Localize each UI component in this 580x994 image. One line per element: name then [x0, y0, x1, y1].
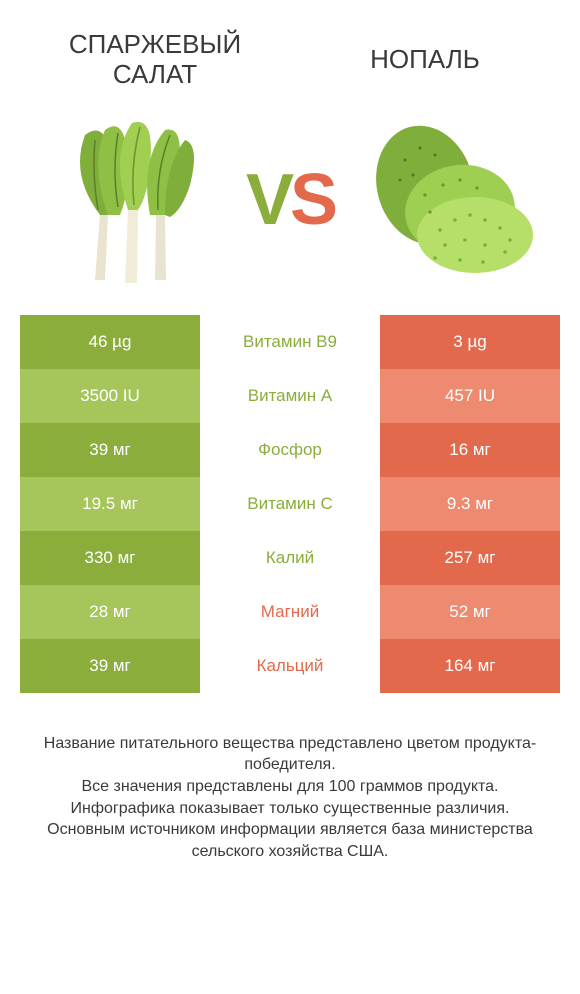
header: СПАРЖЕВЫЙ САЛАТ НОПАЛЬ — [0, 0, 580, 100]
table-row: 28 мг Магний 52 мг — [20, 585, 560, 639]
table-row: 3500 IU Витамин A 457 IU — [20, 369, 560, 423]
cell-left: 39 мг — [20, 639, 200, 693]
footer-text: Название питательного вещества представл… — [0, 693, 580, 863]
cell-mid: Фосфор — [200, 423, 380, 477]
cell-left: 46 µg — [20, 315, 200, 369]
footer-line: Название питательного вещества представл… — [30, 733, 550, 776]
table-row: 46 µg Витамин B9 3 µg — [20, 315, 560, 369]
table-row: 19.5 мг Витамин C 9.3 мг — [20, 477, 560, 531]
lettuce-image — [40, 110, 220, 290]
cell-right: 457 IU — [380, 369, 560, 423]
cell-left: 28 мг — [20, 585, 200, 639]
nutrition-table: 46 µg Витамин B9 3 µg 3500 IU Витамин A … — [20, 315, 560, 693]
cell-left: 39 мг — [20, 423, 200, 477]
cell-right: 9.3 мг — [380, 477, 560, 531]
cell-mid: Калий — [200, 531, 380, 585]
table-row: 330 мг Калий 257 мг — [20, 531, 560, 585]
cell-mid: Витамин B9 — [200, 315, 380, 369]
cell-mid: Магний — [200, 585, 380, 639]
footer-line: Основным источником информации является … — [30, 819, 550, 862]
cell-left: 19.5 мг — [20, 477, 200, 531]
cell-right: 52 мг — [380, 585, 560, 639]
table-row: 39 мг Фосфор 16 мг — [20, 423, 560, 477]
cell-mid: Витамин C — [200, 477, 380, 531]
cell-mid: Витамин A — [200, 369, 380, 423]
cell-mid: Кальций — [200, 639, 380, 693]
cell-left: 3500 IU — [20, 369, 200, 423]
footer-line: Все значения представлены для 100 граммо… — [30, 776, 550, 798]
table-row: 39 мг Кальций 164 мг — [20, 639, 560, 693]
footer-line: Инфографика показывает только существенн… — [30, 798, 550, 820]
title-left: СПАРЖЕВЫЙ САЛАТ — [40, 30, 270, 90]
vs-v: V — [246, 160, 290, 240]
cell-right: 16 мг — [380, 423, 560, 477]
cell-right: 3 µg — [380, 315, 560, 369]
cell-right: 257 мг — [380, 531, 560, 585]
cell-right: 164 мг — [380, 639, 560, 693]
vs-label: VS — [246, 159, 334, 241]
nopal-image — [360, 110, 540, 290]
images-row: VS — [0, 100, 580, 315]
vs-s: S — [290, 160, 334, 240]
title-right: НОПАЛЬ — [310, 45, 540, 75]
cell-left: 330 мг — [20, 531, 200, 585]
